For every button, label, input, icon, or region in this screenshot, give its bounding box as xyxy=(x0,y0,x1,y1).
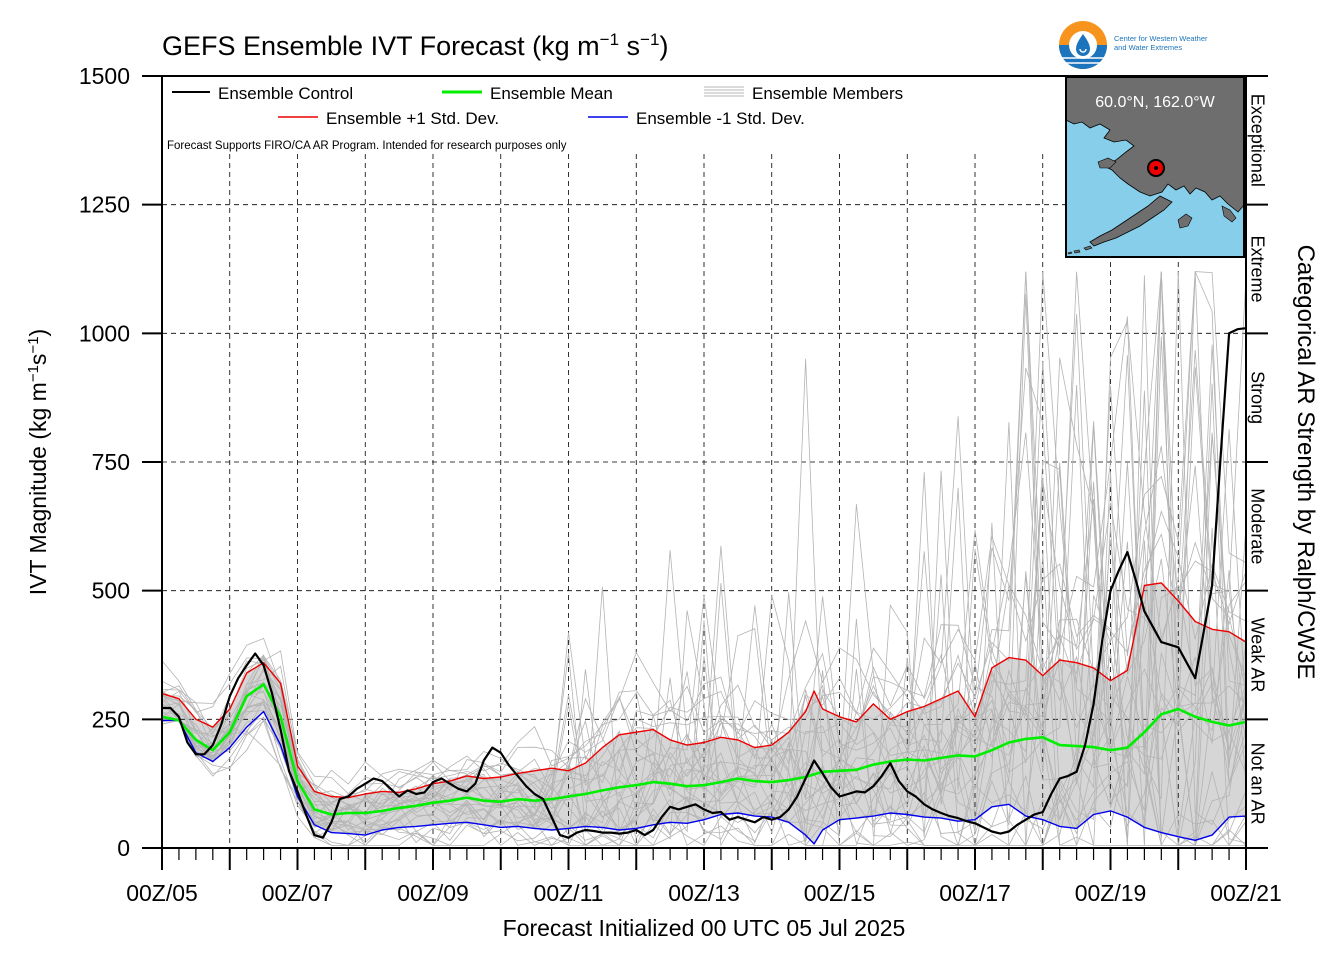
x-tick-label: 00Z/07 xyxy=(262,880,334,906)
cw3e-logo: Center for Western Weather and Water Ext… xyxy=(1059,21,1208,69)
chart-title: GEFS Ensemble IVT Forecast (kg m−1 s−1) xyxy=(162,30,669,61)
x-tick-label: 00Z/11 xyxy=(534,880,604,906)
y-tick-label: 1500 xyxy=(79,63,130,89)
x-tick-label: 00Z/09 xyxy=(397,880,469,906)
alaska-peninsula xyxy=(1089,195,1173,247)
y-tick-label: 750 xyxy=(92,449,130,475)
x-tick-label: 00Z/05 xyxy=(126,880,198,906)
legend-label-mean: Ensemble Mean xyxy=(490,84,613,103)
y-tick-label: 1250 xyxy=(79,192,130,218)
logo-line1: Center for Western Weather xyxy=(1114,34,1208,43)
x-axis-label: Forecast Initialized 00 UTC 05 Jul 2025 xyxy=(503,915,906,941)
series-line-minus-std xyxy=(162,710,1246,845)
y-tick-label: 1000 xyxy=(79,320,130,346)
legend-label-members: Ensemble Members xyxy=(752,84,903,103)
logo-line2: and Water Extremes xyxy=(1114,43,1182,52)
category-label: Strong xyxy=(1247,371,1267,424)
category-label: Extreme xyxy=(1247,235,1267,302)
aleutian-islands xyxy=(1067,245,1093,255)
x-tick-label: 00Z/19 xyxy=(1075,880,1147,906)
ensemble-member-line xyxy=(162,504,1246,831)
x-tick-label: 00Z/15 xyxy=(804,880,876,906)
y-axis-label: IVT Magnitude (kg m−1s−1) xyxy=(25,329,52,595)
alaska-mainland xyxy=(1066,77,1244,213)
category-label: Not an AR xyxy=(1247,743,1267,825)
y-tick-label: 250 xyxy=(92,706,130,732)
x-tick-label: 00Z/21 xyxy=(1210,880,1282,906)
y-tick-label: 0 xyxy=(117,835,130,861)
inset-map: 60.0°N, 162.0°W xyxy=(1065,76,1245,258)
x-tick-label: 00Z/17 xyxy=(939,880,1011,906)
ensemble-member-line xyxy=(162,271,1246,815)
ensemble-member-line xyxy=(162,358,1246,847)
nunivak-island xyxy=(1097,157,1117,169)
ensemble-member-line xyxy=(162,275,1246,846)
panhandle xyxy=(1221,205,1237,223)
ensemble-member-line xyxy=(162,460,1246,847)
ensemble-member-line xyxy=(162,510,1246,847)
category-label: Exceptional xyxy=(1247,94,1267,187)
right-axis-label: Categorical AR Strength by Ralph/CW3E xyxy=(1292,245,1319,680)
legend-label-plus-std: Ensemble +1 Std. Dev. xyxy=(326,109,499,128)
ensemble-member-line xyxy=(162,422,1246,846)
category-label: Weak AR xyxy=(1247,618,1267,693)
x-tick-label: 00Z/13 xyxy=(668,880,740,906)
y-tick-label: 500 xyxy=(92,578,130,604)
legend: Ensemble Control Ensemble Mean Ensemble … xyxy=(167,84,903,152)
disclaimer: Forecast Supports FIRO/CA AR Program. In… xyxy=(167,140,567,152)
legend-label-minus-std: Ensemble -1 Std. Dev. xyxy=(636,109,805,128)
legend-label-control: Ensemble Control xyxy=(218,84,353,103)
series-line-mean xyxy=(162,682,1246,816)
series-line-control xyxy=(162,327,1246,839)
location-label: 60.0°N, 162.0°W xyxy=(1095,94,1215,111)
kodiak-island xyxy=(1177,213,1193,229)
ensemble-member-line xyxy=(162,465,1246,822)
category-label: Moderate xyxy=(1247,488,1267,564)
legend-swatch-members xyxy=(704,86,744,97)
